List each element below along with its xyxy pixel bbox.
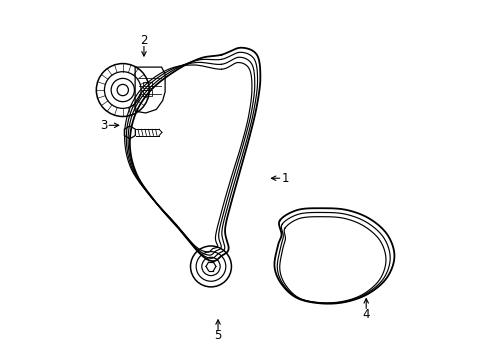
Text: 3: 3 — [100, 119, 107, 132]
Text: 1: 1 — [281, 172, 288, 185]
Polygon shape — [124, 126, 135, 139]
Text: 2: 2 — [140, 34, 147, 47]
Text: 5: 5 — [214, 329, 221, 342]
Text: 4: 4 — [362, 307, 369, 320]
